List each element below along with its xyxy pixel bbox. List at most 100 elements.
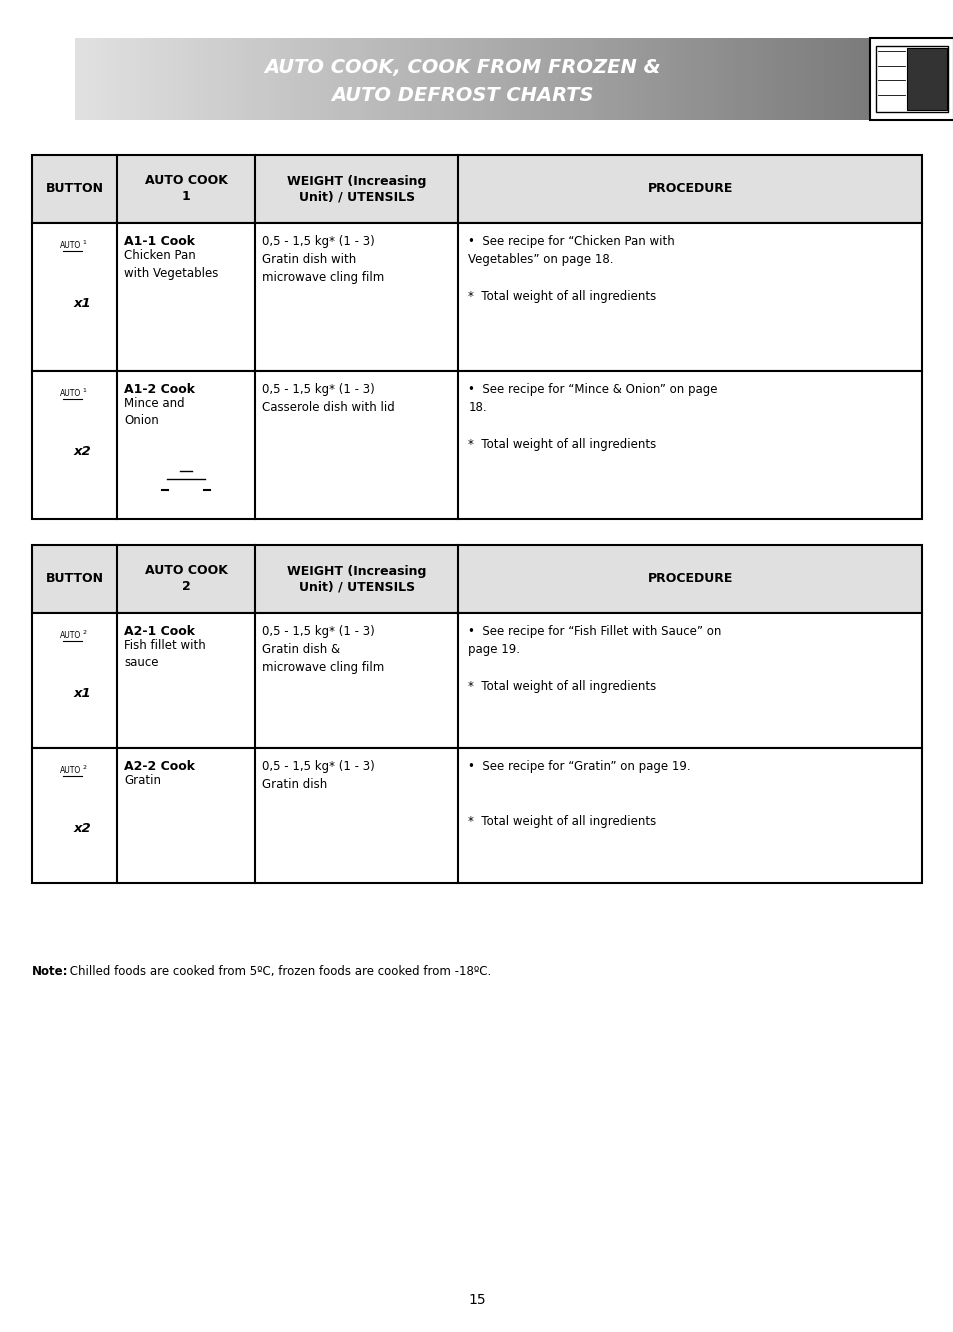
Bar [856, 39, 863, 120]
Bar [803, 39, 810, 120]
Bar [584, 39, 592, 120]
Bar [538, 39, 545, 120]
Bar [723, 39, 731, 120]
Bar [611, 39, 618, 120]
Bar [505, 39, 512, 120]
Text: WEIGHT (Increasing
Unit) / UTENSILS: WEIGHT (Increasing Unit) / UTENSILS [287, 174, 426, 204]
Bar [750, 39, 757, 120]
Bar [525, 39, 532, 120]
Bar [353, 39, 360, 120]
Ellipse shape [169, 328, 204, 340]
Circle shape [180, 329, 185, 334]
Bar [32, 372, 921, 519]
Bar [413, 39, 419, 120]
Bar [393, 39, 399, 120]
Bar [822, 39, 830, 120]
Bar [578, 39, 585, 120]
Bar [532, 39, 538, 120]
Bar [717, 39, 724, 120]
Bar [82, 39, 89, 120]
Text: AUTO: AUTO [60, 241, 81, 250]
Ellipse shape [166, 844, 206, 860]
Bar [75, 39, 82, 120]
Bar [220, 39, 228, 120]
Bar [260, 39, 268, 120]
Text: x1: x1 [73, 297, 91, 310]
Bar [638, 39, 644, 120]
Bar [604, 39, 612, 120]
Bar [571, 39, 578, 120]
Bar [906, 48, 946, 111]
Bar [419, 39, 426, 120]
FancyBboxPatch shape [167, 477, 206, 501]
Text: *  Total weight of all ingredients: * Total weight of all ingredients [468, 290, 656, 302]
Bar [797, 39, 803, 120]
Bar [346, 39, 354, 120]
Circle shape [58, 781, 91, 815]
Bar [452, 39, 459, 120]
Bar [406, 39, 413, 120]
Ellipse shape [165, 328, 207, 346]
Text: x2: x2 [73, 445, 91, 458]
Bar [227, 39, 234, 120]
Bar [148, 39, 154, 120]
Text: •  See recipe for “Gratin” on page 19.: • See recipe for “Gratin” on page 19. [468, 761, 690, 773]
Bar [545, 39, 552, 120]
Bar [783, 39, 790, 120]
Circle shape [186, 329, 191, 334]
Bar [763, 39, 770, 120]
Bar [181, 39, 188, 120]
Bar [842, 39, 850, 120]
Bar [161, 39, 168, 120]
Bar [267, 39, 274, 120]
Bar [862, 39, 869, 120]
Text: AUTO DEFROST CHARTS: AUTO DEFROST CHARTS [331, 85, 593, 105]
Circle shape [179, 848, 183, 852]
Ellipse shape [170, 843, 203, 852]
Ellipse shape [167, 710, 197, 725]
Bar [247, 39, 254, 120]
Circle shape [188, 846, 193, 850]
Bar [101, 39, 109, 120]
Circle shape [176, 846, 180, 850]
Bar [300, 39, 307, 120]
Bar [618, 39, 625, 120]
Bar [333, 39, 340, 120]
Bar [399, 39, 406, 120]
Bar [678, 39, 684, 120]
Bar [373, 39, 380, 120]
Bar [94, 39, 102, 120]
Bar [294, 39, 300, 120]
Bar [465, 39, 473, 120]
Text: AUTO COOK
1: AUTO COOK 1 [145, 174, 228, 204]
Text: 15: 15 [468, 1293, 485, 1307]
Circle shape [192, 329, 196, 334]
Text: *  Total weight of all ingredients: * Total weight of all ingredients [468, 815, 656, 829]
Bar [89, 39, 95, 120]
Bar [770, 39, 777, 120]
Text: WEIGHT (Increasing
Unit) / UTENSILS: WEIGHT (Increasing Unit) / UTENSILS [287, 565, 426, 594]
Bar [32, 613, 921, 749]
Bar [168, 39, 174, 120]
Bar [697, 39, 704, 120]
Bar [32, 222, 921, 372]
Text: A1-2 Cook: A1-2 Cook [124, 384, 195, 396]
Bar [591, 39, 598, 120]
Bar [320, 39, 327, 120]
Bar [710, 39, 718, 120]
Bar [703, 39, 711, 120]
Bar [598, 39, 605, 120]
Bar [233, 39, 241, 120]
Bar [875, 47, 947, 112]
Bar [492, 39, 499, 120]
Bar [134, 39, 142, 120]
Bar [631, 39, 638, 120]
Bar [512, 39, 518, 120]
Text: AUTO: AUTO [60, 389, 81, 398]
Bar [777, 39, 783, 120]
Text: A1-1 Cook: A1-1 Cook [124, 234, 195, 248]
Circle shape [192, 333, 196, 338]
Bar [684, 39, 691, 120]
Bar [32, 545, 921, 613]
Bar [201, 39, 208, 120]
